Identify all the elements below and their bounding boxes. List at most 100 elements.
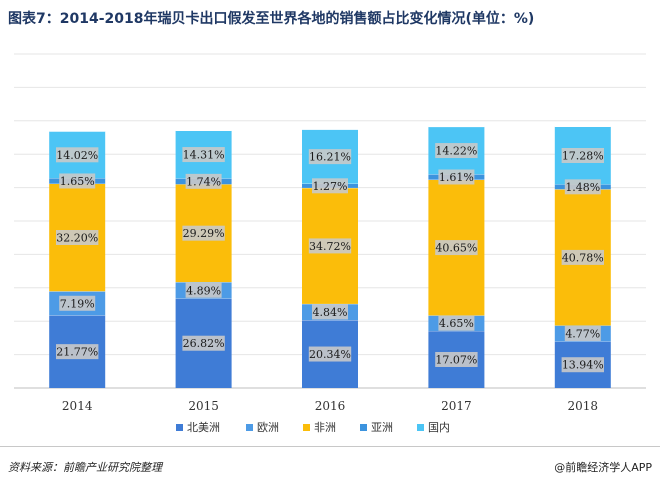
data-label-text: 1.27% [313, 180, 348, 193]
data-label: 4.89% [185, 282, 222, 298]
data-label: 1.65% [59, 173, 96, 189]
data-label-text: 4.84% [313, 306, 348, 319]
legend-item: 亚洲 [360, 421, 393, 434]
data-label-text: 14.22% [435, 145, 477, 158]
data-label-bg [438, 315, 475, 331]
data-label-bg [185, 282, 222, 298]
data-label: 29.29% [182, 225, 225, 241]
data-label-text: 14.02% [56, 149, 98, 162]
data-label: 4.77% [564, 325, 601, 341]
data-label-bg [435, 351, 478, 367]
data-label-text: 26.82% [183, 337, 225, 350]
data-label-bg [185, 173, 222, 189]
chart-title: 图表7：2014-2018年瑞贝卡出口假发至世界各地的销售额占比变化情况(单位：… [8, 11, 535, 27]
source-note: 资料来源：前瞻产业研究院整理 [8, 461, 162, 474]
data-label: 4.65% [438, 315, 475, 331]
legend-swatch [246, 424, 253, 431]
data-label-bg [438, 169, 475, 185]
data-label: 13.94% [561, 357, 604, 373]
data-label-text: 1.48% [565, 181, 600, 194]
data-label-text: 4.65% [439, 317, 474, 330]
legend-swatch [360, 424, 367, 431]
data-label: 1.74% [185, 173, 222, 189]
data-label-bg [561, 249, 604, 265]
footer: 资料来源：前瞻产业研究院整理 @前瞻经济学人APP [0, 446, 660, 483]
x-tick-labels: 2014 2015 2016 2017 2018 [62, 399, 598, 413]
data-label: 32.20% [56, 229, 99, 245]
data-label-bg [435, 240, 478, 256]
data-label-bg [56, 344, 99, 360]
data-label: 14.31% [182, 147, 225, 163]
brand-credit: @前瞻经济学人APP [554, 461, 652, 474]
data-label-bg [59, 295, 96, 311]
data-label: 4.84% [312, 304, 348, 320]
legend-swatch [303, 424, 310, 431]
data-label-bg [56, 147, 99, 163]
legend: 北美洲 欧洲 非洲 亚洲 国内 [176, 420, 450, 434]
data-label: 14.02% [56, 147, 99, 163]
data-label-bg [308, 346, 352, 362]
data-label: 14.22% [435, 143, 478, 159]
data-label-text: 29.29% [183, 227, 225, 240]
data-label-text: 32.20% [56, 231, 98, 244]
data-label-text: 40.78% [562, 251, 604, 264]
data-label: 1.61% [438, 169, 475, 185]
x-tick-label: 2015 [188, 399, 219, 413]
data-label: 20.34% [308, 346, 352, 362]
data-label-bg [564, 325, 601, 341]
data-label: 7.19% [59, 295, 96, 311]
data-label: 40.65% [435, 240, 478, 256]
x-tick-label: 2016 [315, 399, 346, 413]
data-label: 16.21% [308, 149, 352, 165]
data-label-text: 17.28% [562, 150, 604, 163]
data-label-bg [308, 238, 352, 254]
legend-label: 欧洲 [257, 421, 279, 434]
data-label-text: 1.65% [60, 175, 95, 188]
data-label-bg [182, 147, 225, 163]
data-label-bg [312, 304, 348, 320]
data-label: 1.27% [312, 178, 348, 194]
data-label-bg [182, 335, 225, 351]
data-label-bg [561, 148, 604, 164]
legend-label: 北美洲 [187, 421, 220, 434]
data-label: 21.77% [56, 344, 99, 360]
x-tick-label: 2018 [568, 399, 599, 413]
data-label: 40.78% [561, 249, 604, 265]
data-label: 34.72% [308, 238, 352, 254]
data-label: 17.07% [435, 351, 478, 367]
data-label-text: 40.65% [435, 242, 477, 255]
data-label-bg [182, 225, 225, 241]
data-label-bg [435, 143, 478, 159]
data-label-bg [56, 229, 99, 245]
legend-item: 国内 [417, 420, 450, 434]
data-label-bg [561, 357, 604, 373]
data-label-text: 20.34% [309, 348, 351, 361]
data-label: 26.82% [182, 335, 225, 351]
legend-swatch [176, 424, 183, 431]
data-label-text: 1.74% [186, 175, 221, 188]
data-label-text: 34.72% [309, 240, 351, 253]
data-labels: 21.77% 7.19% 32.20% 1.65% 14.02% 26.82% 4.89% 2… [56, 143, 604, 373]
data-label-bg [312, 178, 348, 194]
data-label-text: 14.31% [183, 149, 225, 162]
data-label-text: 13.94% [562, 359, 604, 372]
legend-label: 亚洲 [371, 421, 393, 434]
data-label: 1.48% [564, 179, 601, 195]
legend-label: 国内 [428, 420, 450, 434]
data-label: 17.28% [561, 148, 604, 164]
data-label-text: 1.61% [439, 171, 474, 184]
x-tick-label: 2017 [441, 399, 472, 413]
legend-item: 非洲 [303, 421, 336, 434]
data-label-text: 4.77% [565, 327, 600, 340]
legend-label: 非洲 [314, 421, 336, 434]
data-label-text: 7.19% [60, 297, 95, 310]
stacked-bar-chart: 21.77% 7.19% 32.20% 1.65% 14.02% 26.82% 4.89% 2… [14, 53, 646, 434]
x-tick-label: 2014 [62, 399, 93, 413]
legend-swatch [417, 424, 424, 431]
legend-item: 北美洲 [176, 421, 220, 434]
data-label-bg [564, 179, 601, 195]
data-label-text: 17.07% [435, 353, 477, 366]
data-label-text: 4.89% [186, 284, 221, 297]
data-label-bg [308, 149, 352, 165]
